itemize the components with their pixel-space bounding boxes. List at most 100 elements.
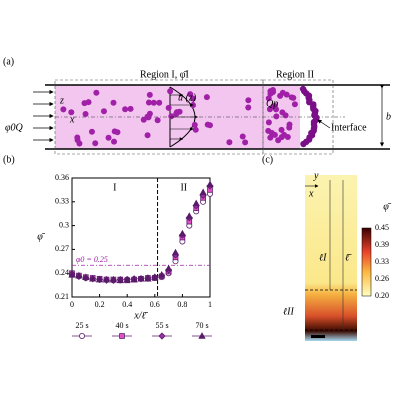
colorbar-tick-label: 0.20: [375, 291, 389, 300]
particle: [76, 140, 83, 147]
x-tick-label: 0.6: [150, 300, 160, 309]
region-label: II: [180, 182, 187, 193]
particle: [283, 91, 290, 98]
marker: [151, 273, 159, 280]
particle: [278, 126, 285, 133]
panel-b: (b) x/ℓ̄ φ̄ 0 0.2 0.4 0.6 0.8 1 0.21 0.24 0.27 0.…: [3, 154, 214, 340]
marker: [192, 199, 200, 207]
marker: [199, 188, 207, 196]
marker: [178, 229, 187, 237]
marker: [164, 264, 173, 272]
legend-label: 40 s: [115, 321, 128, 330]
particle: [150, 99, 157, 106]
particle: [192, 126, 199, 133]
marker: [82, 273, 90, 280]
marker: [198, 332, 206, 339]
marker: [89, 274, 97, 282]
pointer: [317, 119, 331, 129]
colorbar-tick-label: 0.45: [375, 223, 389, 232]
region-label: Region I, φ̄I: [140, 69, 189, 80]
x-tick-label: 0.8: [177, 300, 187, 309]
particle: [68, 109, 75, 116]
particle: [88, 128, 95, 135]
marker: [95, 275, 104, 283]
panel-label: (b): [3, 154, 15, 165]
plot-frame: [71, 177, 211, 298]
particle: [265, 119, 272, 126]
particle: [173, 110, 180, 117]
x-tick-label: 0: [70, 300, 74, 309]
particle: [105, 134, 112, 141]
particle: [273, 113, 280, 120]
y-axis-label: φ̄: [37, 231, 46, 242]
particle: [204, 121, 211, 128]
axis-label: z: [59, 95, 64, 106]
axis-label: y: [313, 170, 319, 181]
pore-flux-label: Qp: [266, 98, 278, 109]
marker: [158, 270, 166, 278]
length-label: ℓ̄: [345, 252, 352, 263]
particle: [154, 117, 161, 124]
particle: [245, 104, 252, 111]
particle: [127, 105, 134, 112]
marker: [102, 275, 111, 283]
y-tick-label: 0.36: [55, 173, 69, 182]
marker: [123, 275, 131, 283]
axis-label: x: [69, 114, 75, 125]
x-tick-label: 1: [208, 300, 212, 309]
marker: [116, 276, 124, 284]
panel-label: (c): [262, 154, 273, 165]
particle: [60, 106, 67, 113]
legend-label: 70 s: [195, 321, 208, 330]
flux-label: φ0Q: [5, 122, 24, 133]
particle: [300, 140, 307, 148]
colorbar-tick-label: 0.33: [375, 257, 389, 266]
particle: [156, 99, 163, 106]
inflow-arrows: [33, 89, 199, 143]
axis-label: x: [308, 188, 314, 199]
marker: [75, 271, 83, 279]
particle: [111, 128, 118, 135]
x-axis-label: x/ℓ̄: [133, 310, 148, 321]
particle: [277, 92, 284, 99]
marker: [79, 332, 86, 339]
panel-label: (a): [3, 56, 14, 67]
particle: [85, 99, 92, 106]
marker: [137, 274, 145, 282]
particle: [145, 99, 152, 106]
particle: [267, 90, 274, 97]
colorbar-title: φ̄: [383, 201, 392, 212]
particle: [245, 97, 252, 104]
particle: [265, 95, 272, 102]
particle: [191, 121, 198, 128]
x-tick-label: 0.2: [95, 300, 105, 309]
width-label: b: [386, 111, 391, 122]
particle: [267, 134, 274, 141]
y-tick-label: 0.3: [59, 220, 69, 229]
particle: [167, 88, 174, 95]
marker: [158, 332, 166, 340]
x-tick-label: 0.4: [122, 300, 132, 309]
scale-bar: [311, 335, 325, 338]
particle: [93, 89, 100, 96]
marker: [130, 275, 138, 283]
particle: [146, 110, 153, 117]
reference-label: φ0 = 0.25: [76, 255, 108, 264]
particle: [168, 113, 175, 120]
length-label: ℓI: [319, 252, 327, 263]
experiment-image: [305, 175, 357, 341]
particle: [100, 108, 107, 115]
marker: [185, 212, 193, 219]
particle: [271, 131, 278, 138]
marker: [206, 180, 214, 188]
colorbar-tick-label: 0.39: [375, 240, 389, 249]
marker: [119, 333, 125, 339]
y-tick-label: 0.21: [55, 292, 69, 301]
particle: [286, 121, 293, 128]
legend-label: 25 s: [75, 321, 88, 330]
marker: [171, 248, 180, 256]
marker: [109, 275, 118, 283]
region-label: Region II: [276, 69, 314, 80]
length-label: ℓII: [283, 306, 294, 317]
